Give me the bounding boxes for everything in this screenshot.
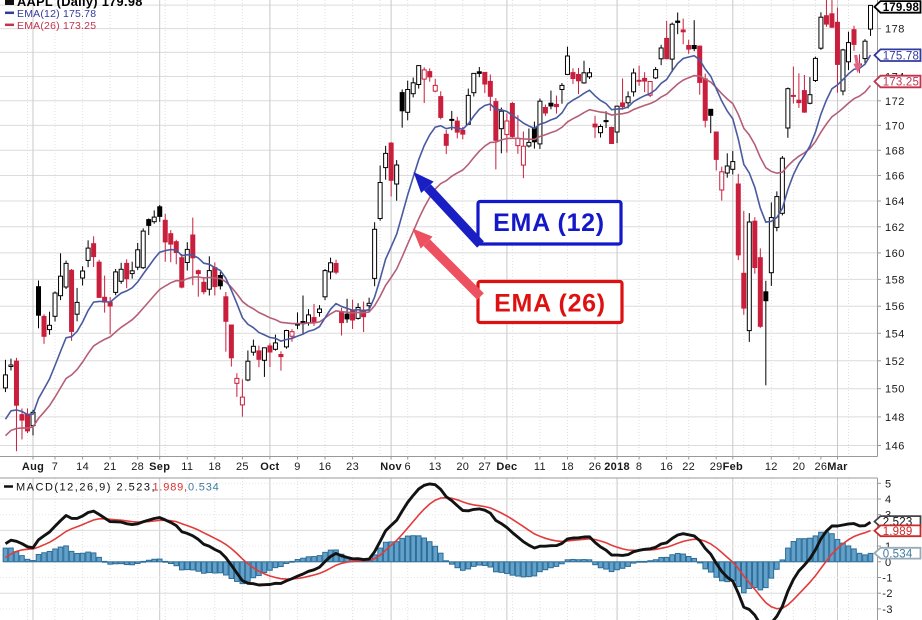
svg-text:158: 158	[885, 274, 905, 286]
svg-text:16: 16	[319, 461, 332, 473]
svg-text:Feb: Feb	[723, 461, 743, 473]
svg-text:Aug: Aug	[22, 461, 44, 473]
svg-text:Dec: Dec	[496, 461, 517, 473]
svg-text:EMA(26) 173.25: EMA(26) 173.25	[17, 20, 96, 32]
svg-text:AAPL (Daily) 179.98: AAPL (Daily) 179.98	[17, 0, 143, 9]
svg-text:Oct: Oct	[260, 461, 279, 473]
svg-text:175.78: 175.78	[883, 50, 919, 62]
svg-text:20: 20	[792, 461, 805, 473]
svg-text:26: 26	[589, 461, 602, 473]
svg-text:13: 13	[429, 461, 442, 473]
svg-text:164: 164	[885, 196, 905, 208]
svg-text:EMA (12): EMA (12)	[493, 209, 605, 237]
svg-text:7: 7	[52, 461, 58, 473]
svg-text:29: 29	[710, 461, 723, 473]
svg-text:-2: -2	[882, 588, 893, 600]
svg-text:EMA (26): EMA (26)	[494, 290, 606, 318]
svg-text:25: 25	[236, 461, 249, 473]
svg-text:168: 168	[885, 145, 905, 157]
svg-text:-1: -1	[882, 573, 893, 585]
svg-text:14: 14	[76, 461, 89, 473]
svg-text:16: 16	[660, 461, 673, 473]
svg-text:MACD(12,26,9) 2.523,: MACD(12,26,9) 2.523,	[16, 482, 156, 494]
svg-text:18: 18	[561, 461, 574, 473]
svg-text:8: 8	[636, 461, 642, 473]
svg-text:23: 23	[346, 461, 359, 473]
svg-text:1.989: 1.989	[883, 526, 913, 538]
svg-text:22: 22	[682, 461, 695, 473]
svg-text:150: 150	[885, 384, 905, 396]
svg-text:9: 9	[294, 461, 300, 473]
svg-text:4: 4	[885, 494, 892, 506]
svg-text:146: 146	[885, 441, 905, 453]
svg-text:Sep: Sep	[149, 461, 170, 473]
svg-text:12: 12	[765, 461, 778, 473]
svg-text:1.989,: 1.989,	[153, 482, 188, 494]
svg-text:162: 162	[885, 222, 905, 234]
svg-text:154: 154	[885, 328, 905, 340]
svg-text:Mar: Mar	[827, 461, 848, 473]
svg-text:156: 156	[885, 301, 905, 313]
svg-text:6: 6	[404, 461, 410, 473]
svg-text:5: 5	[885, 478, 892, 490]
svg-text:28: 28	[131, 461, 144, 473]
svg-text:148: 148	[885, 412, 905, 424]
svg-text:172: 172	[885, 96, 905, 108]
svg-text:EMA(12) 175.78: EMA(12) 175.78	[17, 8, 96, 20]
svg-text:27: 27	[478, 461, 491, 473]
svg-text:0.534: 0.534	[188, 482, 220, 494]
svg-text:166: 166	[885, 171, 905, 183]
svg-text:18: 18	[208, 461, 221, 473]
svg-text:160: 160	[885, 248, 905, 260]
svg-text:20: 20	[456, 461, 469, 473]
svg-text:-3: -3	[882, 604, 893, 616]
svg-text:0: 0	[885, 557, 892, 569]
svg-text:2018: 2018	[604, 461, 630, 473]
svg-text:173.25: 173.25	[883, 77, 919, 89]
svg-text:170: 170	[885, 120, 905, 132]
svg-text:152: 152	[885, 356, 905, 368]
svg-text:Nov: Nov	[380, 461, 402, 473]
svg-text:21: 21	[104, 461, 117, 473]
svg-text:178: 178	[885, 24, 905, 36]
svg-text:179.98: 179.98	[883, 2, 920, 14]
svg-text:11: 11	[181, 461, 193, 473]
svg-text:0.534: 0.534	[883, 548, 913, 560]
svg-text:11: 11	[534, 461, 546, 473]
svg-text:26: 26	[814, 461, 827, 473]
